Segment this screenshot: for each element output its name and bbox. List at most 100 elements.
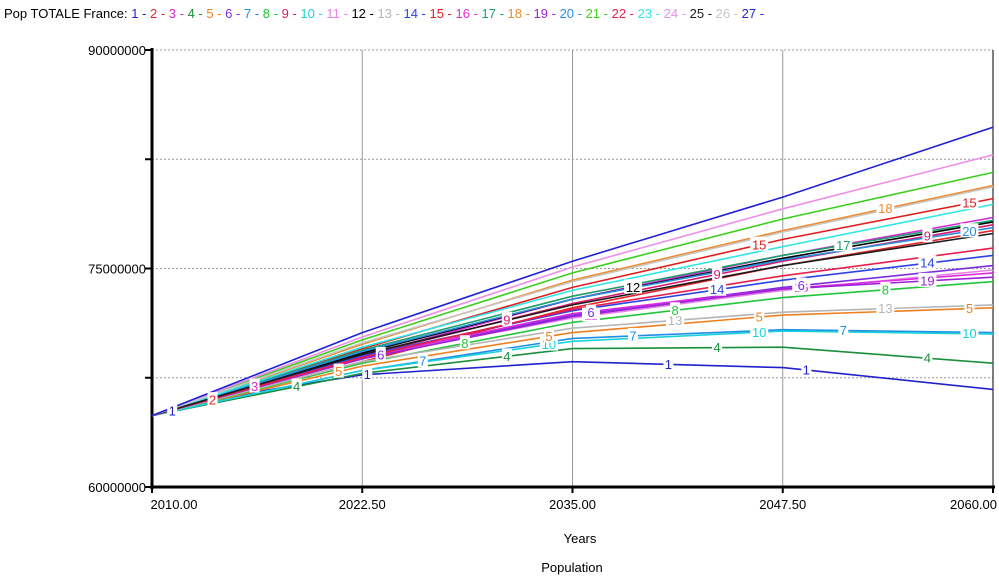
series-marker-bg bbox=[459, 335, 470, 350]
series-24-line bbox=[151, 154, 994, 417]
legend-entry: 9 - bbox=[281, 6, 301, 21]
chart-subtitle: Population bbox=[541, 560, 602, 575]
series-marker-bg bbox=[922, 228, 933, 243]
series-17-line bbox=[151, 219, 994, 417]
series-marker-label: 7 bbox=[629, 328, 636, 343]
series-marker-label: 1 bbox=[169, 403, 176, 418]
series-marker-bg bbox=[670, 302, 681, 317]
series-marker-label: 14 bbox=[920, 256, 934, 271]
legend-entry: 14 - bbox=[403, 6, 430, 21]
series-marker-label: 1 bbox=[364, 367, 371, 382]
series-marker-bg bbox=[750, 236, 769, 251]
series-marker-label: 2 bbox=[209, 393, 216, 408]
series-18-line bbox=[151, 184, 994, 417]
series-26-line bbox=[151, 186, 994, 417]
series-marker-bg bbox=[628, 327, 639, 342]
series-marker-label: 4 bbox=[924, 351, 931, 366]
series-marker-bg bbox=[362, 366, 373, 381]
series-marker-label: 15 bbox=[962, 196, 976, 211]
legend-entry: 26 - bbox=[715, 6, 742, 21]
series-marker-bg bbox=[922, 350, 933, 365]
series-marker-label: 17 bbox=[836, 238, 850, 253]
chart-title: Pop TOTALE France: bbox=[4, 6, 128, 21]
series-marker-label: 3 bbox=[251, 379, 258, 394]
legend-entry: 21 - bbox=[585, 6, 612, 21]
legend-entry: 6 - bbox=[225, 6, 244, 21]
series-marker-label: 19 bbox=[920, 273, 934, 288]
series-marker-label: 13 bbox=[878, 301, 892, 316]
series-marker-bg bbox=[663, 356, 674, 371]
series-marker-label: 14 bbox=[710, 282, 724, 297]
series-marker-label: 9 bbox=[924, 229, 931, 244]
series-marker-bg bbox=[586, 304, 597, 319]
series-marker-bg bbox=[964, 300, 975, 315]
series-marker-label: 1 bbox=[803, 363, 810, 378]
legend-entry: 18 - bbox=[507, 6, 534, 21]
series-marker-bg bbox=[207, 392, 218, 407]
legend-entry: 4 - bbox=[187, 6, 207, 21]
series-marker-bg bbox=[918, 255, 937, 270]
legend-entry: 2 - bbox=[149, 6, 169, 21]
series-marker-label: 13 bbox=[668, 313, 682, 328]
series-marker-label: 9 bbox=[503, 312, 510, 327]
legend-entry: 15 - bbox=[429, 6, 456, 21]
series-marker-bg bbox=[333, 363, 344, 378]
series-marker-label: 8 bbox=[461, 336, 468, 351]
tick-layer: 2010.00 2022.50 2035.00 2047.50 2060.00 90000… bbox=[88, 43, 997, 512]
series-21-line bbox=[151, 171, 994, 417]
series-marker-bg bbox=[624, 279, 643, 294]
series-marker-bg bbox=[249, 378, 260, 393]
series-marker-bg bbox=[708, 281, 727, 296]
series-marker-bg bbox=[543, 328, 554, 343]
legend-entry: 5 - bbox=[206, 6, 226, 21]
series-marker-bg bbox=[750, 324, 769, 339]
marker-layer: 1234567891011121314151617181920111444555… bbox=[167, 195, 979, 418]
series-marker-label: 6 bbox=[587, 305, 594, 320]
legend-entry: 17 - bbox=[481, 6, 508, 21]
series-marker-label: 10 bbox=[962, 326, 976, 341]
legend-entry: 24 - bbox=[663, 6, 690, 21]
series-marker-bg bbox=[291, 378, 302, 393]
legend-entry: 13 - bbox=[377, 6, 404, 21]
legend-entry: 1 - bbox=[131, 6, 150, 21]
x-axis-label: Years bbox=[564, 531, 597, 546]
series-27-line bbox=[151, 126, 994, 417]
series-marker-bg bbox=[918, 272, 937, 287]
series-marker-bg bbox=[501, 311, 512, 326]
y-tick-label: 75000000 bbox=[88, 262, 146, 277]
series-marker-bg bbox=[838, 322, 849, 337]
x-tick-label: 2060.00 bbox=[950, 497, 997, 512]
legend-entry: 23 - bbox=[637, 6, 664, 21]
series-marker-label: 18 bbox=[878, 201, 892, 216]
series-marker-label: 5 bbox=[756, 310, 763, 325]
legend-entry: 27 - bbox=[741, 6, 765, 21]
series-marker-label: 4 bbox=[503, 349, 510, 364]
x-tick-label: 2022.50 bbox=[339, 497, 386, 512]
series-marker-bg bbox=[834, 237, 853, 252]
series-marker-label: 8 bbox=[671, 303, 678, 318]
series-marker-bg bbox=[876, 200, 895, 215]
series-25-line bbox=[151, 232, 994, 417]
legend-entry: 25 - bbox=[689, 6, 716, 21]
legend-entry: 10 - bbox=[300, 6, 327, 21]
series-marker-label: 8 bbox=[882, 282, 889, 297]
series-marker-label: 6 bbox=[377, 347, 384, 362]
series-marker-label: 6 bbox=[798, 278, 805, 293]
series-marker-bg bbox=[960, 325, 979, 340]
legend-entry: 8 - bbox=[262, 6, 282, 21]
series-marker-label: 10 bbox=[752, 325, 766, 340]
series-marker-bg bbox=[417, 353, 428, 368]
series-marker-bg bbox=[712, 266, 723, 281]
series-marker-bg bbox=[712, 339, 723, 354]
grid bbox=[152, 49, 994, 487]
series-marker-bg bbox=[501, 348, 512, 363]
chart-legend: Pop TOTALE France: 1 - 2 - 3 - 4 - 5 - 6… bbox=[4, 6, 764, 21]
series-marker-label: 5 bbox=[335, 364, 342, 379]
legend-entry: 11 - bbox=[326, 6, 352, 21]
series-marker-label: 9 bbox=[714, 267, 721, 282]
series-marker-bg bbox=[960, 223, 979, 238]
series-marker-bg bbox=[167, 402, 178, 417]
series-marker-label: 5 bbox=[545, 329, 552, 344]
series-marker-bg bbox=[375, 346, 386, 361]
legend-entry: 16 - bbox=[455, 6, 482, 21]
